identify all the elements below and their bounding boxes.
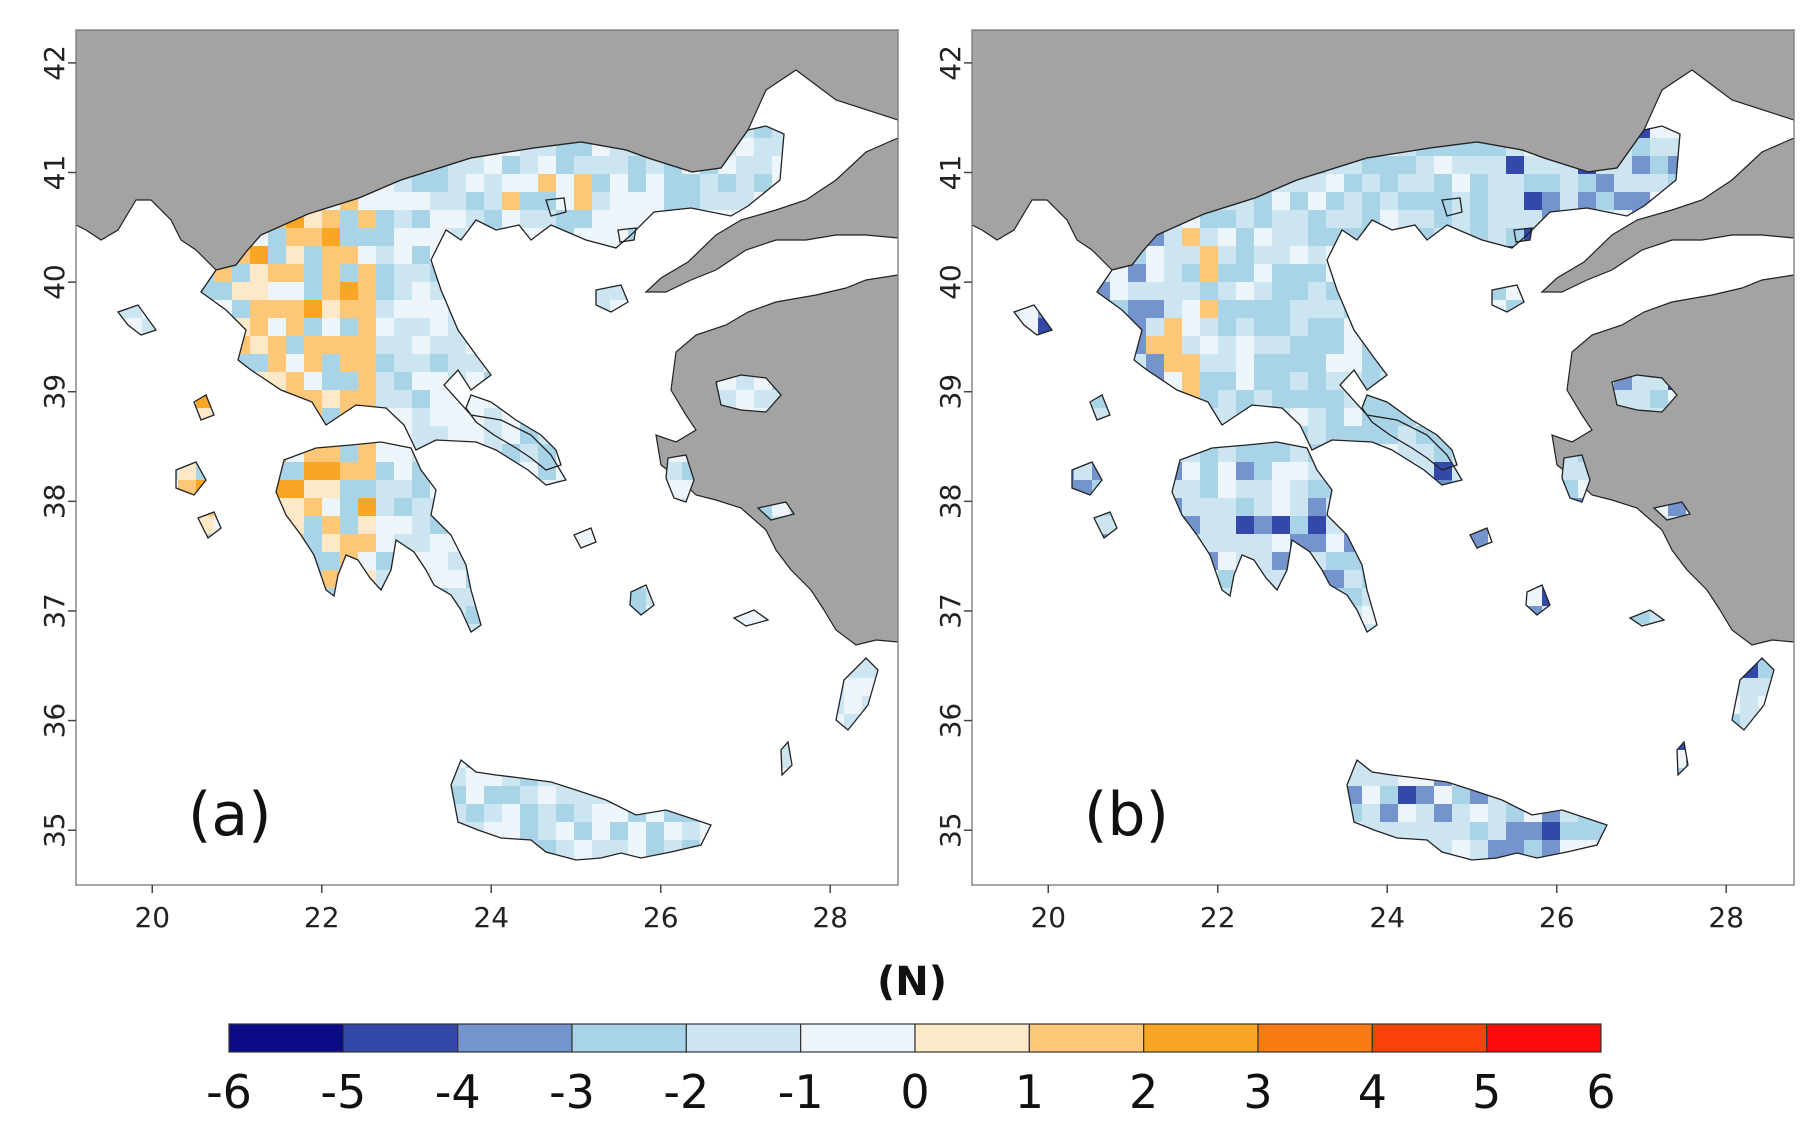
colorbar-swatch [1143,1023,1259,1053]
x-tick-label: 22 [304,901,340,934]
colorbar-swatch [1486,1023,1602,1053]
y-tick-label: 42 [38,45,71,81]
colorbar-tick-label: -4 [435,1065,481,1119]
map-panel-b: 20 22 24 26 28 42 41 40 39 38 37 36 35 (b) [934,29,1795,934]
y-tick-label: 38 [38,484,71,520]
x-tick-label: 20 [134,901,170,934]
colorbar-title: (N) [877,959,947,1005]
y-tick-label: 39 [934,374,967,410]
colorbar-swatch [1371,1023,1488,1053]
colorbar-tick-label: 0 [900,1065,929,1119]
y-tick-label: 40 [934,264,967,300]
colorbar-tick-label: -5 [320,1065,366,1119]
map-frame [971,29,1795,886]
y-tick-label: 41 [934,155,967,191]
colorbar-swatch [228,1023,344,1053]
colorbar-tick-label: 6 [1586,1065,1615,1119]
colorbar-tick-label: 3 [1243,1065,1272,1119]
colorbar-tick-label: -3 [549,1065,595,1119]
colorbar-swatch [685,1023,802,1053]
x-tick-label: 28 [1708,901,1744,934]
colorbar-swatch [571,1023,687,1053]
y-tick-label: 38 [934,484,967,520]
y-tick-label: 41 [38,155,71,191]
colorbar-swatch [914,1023,1030,1053]
y-tick-label: 42 [934,45,967,81]
y-tick-label: 37 [934,593,967,629]
colorbar-swatch [457,1023,573,1053]
colorbar-tick-label: -1 [778,1065,824,1119]
colorbar-swatch [342,1023,459,1053]
y-tick-label: 40 [38,264,71,300]
x-tick-label: 28 [812,901,848,934]
colorbar: (N) -6 -5 -4 -3 -2 -1 0 1 2 3 4 5 6 [206,959,1616,1119]
x-tick-label: 26 [643,901,679,934]
colorbar-tick-label: -6 [206,1065,252,1119]
x-tick-label: 20 [1030,901,1066,934]
x-tick-label: 24 [473,901,509,934]
x-tick-label: 24 [1369,901,1405,934]
y-tick-label: 35 [934,812,967,848]
colorbar-swatch [1028,1023,1145,1053]
panel-label: (b) [1084,780,1169,850]
y-tick-label: 36 [38,703,71,739]
panel-label: (a) [188,780,272,850]
y-tick-label: 37 [38,593,71,629]
y-tick-label: 39 [38,374,71,410]
y-tick-label: 36 [934,703,967,739]
map-panel-a: 20 22 24 26 28 42 41 40 39 38 37 36 35 (a) [38,29,899,934]
colorbar-tick-label: 4 [1358,1065,1387,1119]
x-tick-label: 22 [1200,901,1236,934]
colorbar-tick-label: -2 [663,1065,709,1119]
colorbar-swatch [1257,1023,1373,1053]
colorbar-tick-label: 5 [1472,1065,1501,1119]
x-tick-label: 26 [1539,901,1575,934]
colorbar-tick-label: 1 [1015,1065,1044,1119]
y-tick-label: 35 [38,812,71,848]
colorbar-swatch [800,1023,916,1053]
map-frame [75,29,899,886]
colorbar-tick-label: 2 [1129,1065,1158,1119]
